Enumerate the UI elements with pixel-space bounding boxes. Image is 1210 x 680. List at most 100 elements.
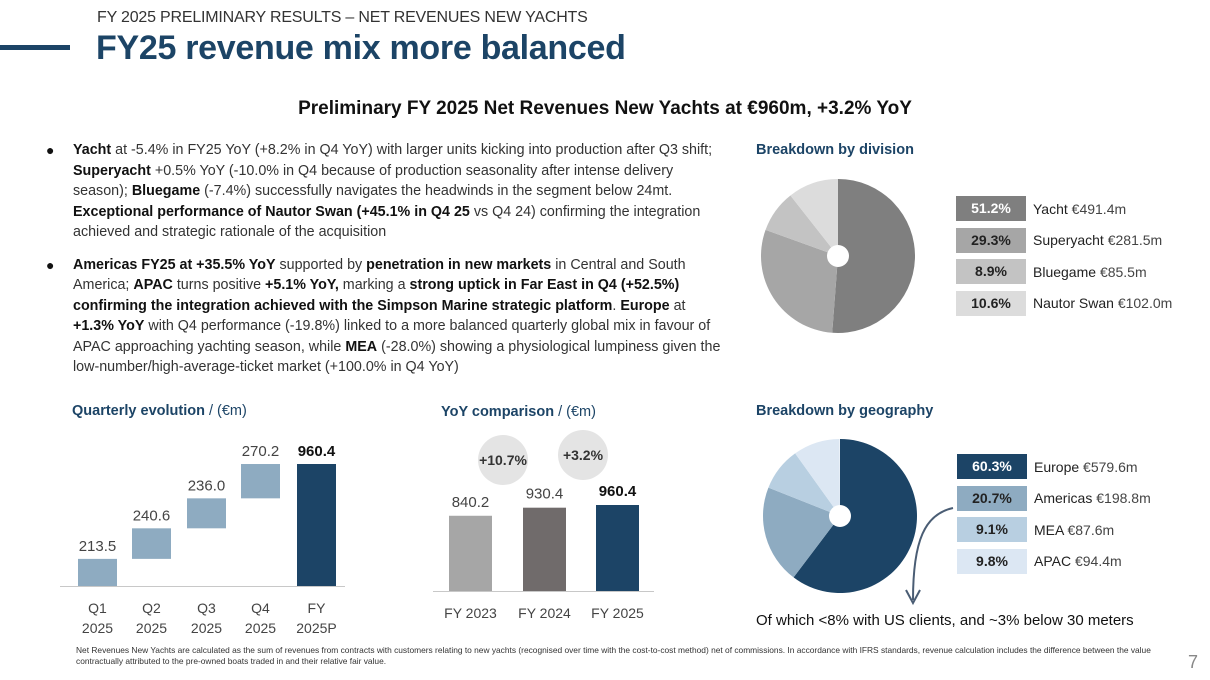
quarterly-bar <box>132 528 171 559</box>
geography-pie-chart <box>763 439 917 593</box>
legend-name: MEA <box>1034 521 1064 538</box>
legend-item: 29.3% Superyacht €281.5m <box>956 227 1162 253</box>
yoy-chart-title: YoY comparison / (€m) <box>441 404 596 420</box>
pie-slice-americas <box>763 487 840 578</box>
pie-slice-apac <box>795 439 840 516</box>
legend-name: Americas <box>1034 490 1093 506</box>
page-number: 7 <box>1188 652 1199 672</box>
yoy-data-label: 930.4 <box>526 486 564 503</box>
legend-value: €85.5m <box>1099 263 1147 280</box>
yoy-bar <box>449 515 492 591</box>
legend-value: €491.4m <box>1071 200 1127 217</box>
bullet-emphasis: APAC <box>133 277 173 293</box>
yoy-bar <box>523 507 566 591</box>
quarterly-category-label: Q2 <box>142 600 161 616</box>
legend-item: 51.2% Yacht €491.4m <box>956 196 1126 221</box>
bullet-text: (-28.0%) showing a physiological lumpine… <box>73 338 721 376</box>
quarterly-data-label: 960.4 <box>298 443 336 460</box>
legend-name: APAC <box>1034 553 1072 569</box>
legend-item: 10.6% Nautor Swan €102.0m <box>956 290 1173 316</box>
legend-percent-badge: 60.3% <box>957 454 1027 479</box>
pie-center-hole <box>827 245 849 267</box>
commentary-bullets: ● Yacht at -5.4% in FY25 YoY (+8.2% in Q4… <box>44 140 724 390</box>
bullet-text: in Central and South America; <box>73 256 686 294</box>
legend-label: Americas €198.8m <box>1034 490 1151 506</box>
legend-percent-badge: 9.1% <box>957 517 1027 542</box>
yoy-growth-bubble <box>478 435 528 485</box>
bullet-emphasis: penetration in new markets <box>366 256 552 273</box>
legend-label: Yacht €491.4m <box>1033 201 1126 217</box>
legend-item: 8.9% Bluegame €85.5m <box>956 259 1147 284</box>
legend-label: Superyacht €281.5m <box>1033 232 1162 248</box>
yoy-comparison-chart: 840.2 FY 2023 930.4 FY 2024 960.4 FY 2025 +10.… <box>433 430 654 621</box>
section-supertitle: FY 2025 PRELIMINARY RESULTS – NET REVENU… <box>97 9 588 26</box>
bullet-emphasis: +1.3% YoY <box>73 318 145 334</box>
headline: Preliminary FY 2025 Net Revenues New Yac… <box>298 98 912 119</box>
legend-value: €94.4m <box>1074 553 1122 569</box>
quarterly-data-label: 213.5 <box>79 538 117 555</box>
bullet-dot-icon: ● <box>46 256 55 273</box>
quarterly-chart-title: Quarterly evolution / (€m) <box>72 403 247 419</box>
legend-name: Europe <box>1034 458 1080 475</box>
legend-value: €579.6m <box>1083 458 1138 475</box>
legend-item: 9.8% APAC €94.4m <box>957 548 1122 574</box>
pie-slice-europe <box>793 439 917 593</box>
bullet-text: at <box>669 297 686 314</box>
bullet-text: turns positive <box>172 277 266 293</box>
page-title: FY25 revenue mix more balanced <box>96 29 626 67</box>
legend-percent-badge: 51.2% <box>956 196 1026 221</box>
quarterly-unit: / (€m) <box>208 403 247 419</box>
bullet-emphasis: strong uptick in Far East in Q4 (+52.5%)… <box>73 277 680 314</box>
pie-center-hole <box>829 505 851 527</box>
legend-value: €102.0m <box>1117 295 1173 311</box>
quarterly-category-label: Q1 <box>88 600 107 616</box>
legend-name: Yacht <box>1033 200 1068 217</box>
pie-slice-nautor-swan <box>790 179 838 256</box>
yoy-growth-label: +3.2% <box>563 447 604 463</box>
bullet-emphasis: Exceptional performance of Nautor Swan (… <box>73 203 470 220</box>
legend-label: Bluegame €85.5m <box>1033 264 1147 280</box>
legend-label: APAC €94.4m <box>1034 553 1122 569</box>
geography-chart-title: Breakdown by geography <box>756 403 934 419</box>
pie-slice-bluegame <box>765 195 838 256</box>
quarterly-category-label: 2025P <box>296 620 336 636</box>
legend-percent-badge: 8.9% <box>956 259 1026 284</box>
yoy-growth-label: +10.7% <box>479 452 527 468</box>
bullet-emphasis: +5.1% YoY, <box>265 277 339 293</box>
header-accent-rule <box>0 45 70 50</box>
legend-name: Bluegame <box>1033 263 1097 280</box>
quarterly-category-label: 2025 <box>191 620 222 636</box>
bullet-item: ● Yacht at -5.4% in FY25 YoY (+8.2% in Q4… <box>44 140 724 243</box>
quarterly-evolution-chart: 213.5 Q1 2025 240.6 Q2 2025 236.0 Q3 2025 270.2 Q4… <box>60 443 345 636</box>
bullet-emphasis: Bluegame <box>131 183 201 199</box>
legend-item: 60.3% Europe €579.6m <box>957 454 1138 479</box>
legend-item: 20.7% Americas €198.8m <box>957 485 1151 511</box>
legend-percent-badge: 29.3% <box>956 227 1026 253</box>
bullet-item: ● Americas FY25 at +35.5% YoY supported b… <box>44 255 724 378</box>
quarterly-bar <box>187 498 226 529</box>
bullet-emphasis: Europe <box>620 297 670 314</box>
pie-slice-superyacht <box>761 229 838 333</box>
division-pie-chart <box>761 179 915 333</box>
bullet-emphasis: MEA <box>345 338 378 355</box>
quarterly-category-label: Q4 <box>251 600 270 616</box>
yoy-growth-bubble <box>558 430 608 480</box>
quarterly-category-label: 2025 <box>82 620 113 636</box>
yoy-category-label: FY 2025 <box>591 605 644 621</box>
legend-label: Europe €579.6m <box>1034 459 1138 475</box>
yoy-bar <box>596 505 639 591</box>
legend-item: 9.1% MEA €87.6m <box>957 517 1114 542</box>
division-chart-title: Breakdown by division <box>756 142 914 158</box>
bullet-text: at -5.4% in FY25 YoY (+8.2% in Q4 YoY) w… <box>111 142 713 158</box>
quarterly-bar <box>78 558 117 586</box>
pie-slice-mea <box>768 453 840 516</box>
yoy-title-text: YoY comparison <box>441 404 555 420</box>
quarterly-category-label: Q3 <box>197 600 216 616</box>
quarterly-title-text: Quarterly evolution <box>72 403 205 419</box>
legend-percent-badge: 9.8% <box>957 548 1027 574</box>
quarterly-category-label: 2025 <box>136 620 167 636</box>
bullet-text: . <box>612 297 621 314</box>
quarterly-data-label: 240.6 <box>133 507 171 524</box>
quarterly-data-label: 236.0 <box>188 477 226 494</box>
bullet-dot-icon: ● <box>46 142 55 158</box>
